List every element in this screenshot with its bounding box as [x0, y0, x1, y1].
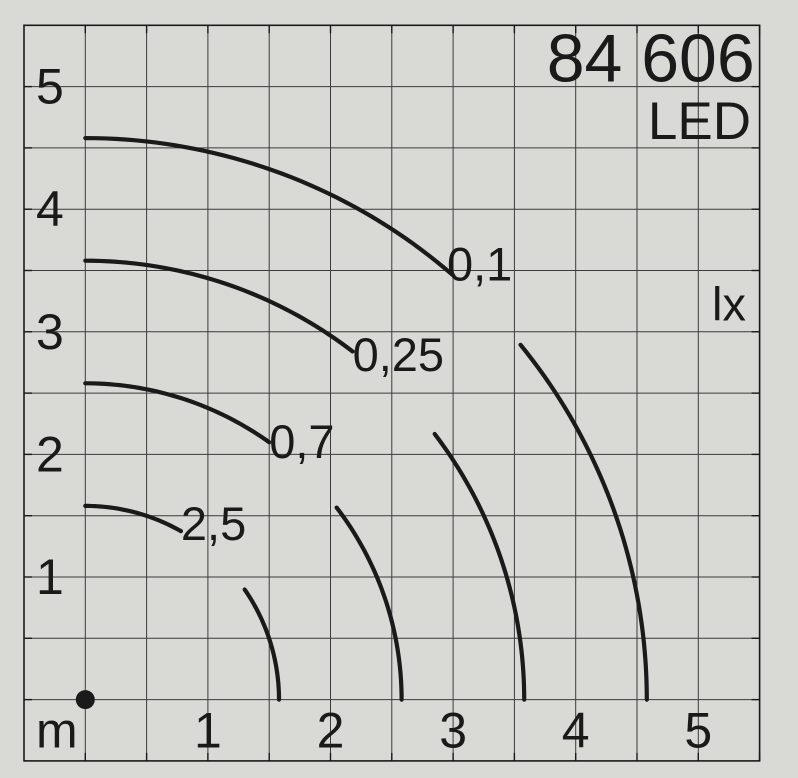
svg-text:0,25: 0,25	[353, 328, 444, 381]
svg-text:2,5: 2,5	[181, 497, 246, 550]
svg-text:5: 5	[36, 59, 64, 115]
svg-text:4: 4	[36, 181, 64, 237]
svg-text:0,1: 0,1	[447, 237, 512, 290]
svg-text:LED: LED	[648, 92, 751, 151]
svg-text:0,7: 0,7	[269, 415, 334, 468]
svg-text:4: 4	[562, 702, 590, 758]
svg-text:1: 1	[194, 702, 222, 758]
svg-text:m: m	[36, 702, 78, 758]
svg-text:84 606: 84 606	[547, 20, 755, 96]
svg-text:3: 3	[439, 702, 467, 758]
svg-text:2: 2	[317, 702, 345, 758]
svg-text:3: 3	[36, 304, 64, 360]
svg-text:2: 2	[36, 426, 64, 482]
svg-text:lx: lx	[712, 278, 746, 331]
svg-text:5: 5	[684, 702, 712, 758]
svg-text:1: 1	[36, 549, 64, 605]
